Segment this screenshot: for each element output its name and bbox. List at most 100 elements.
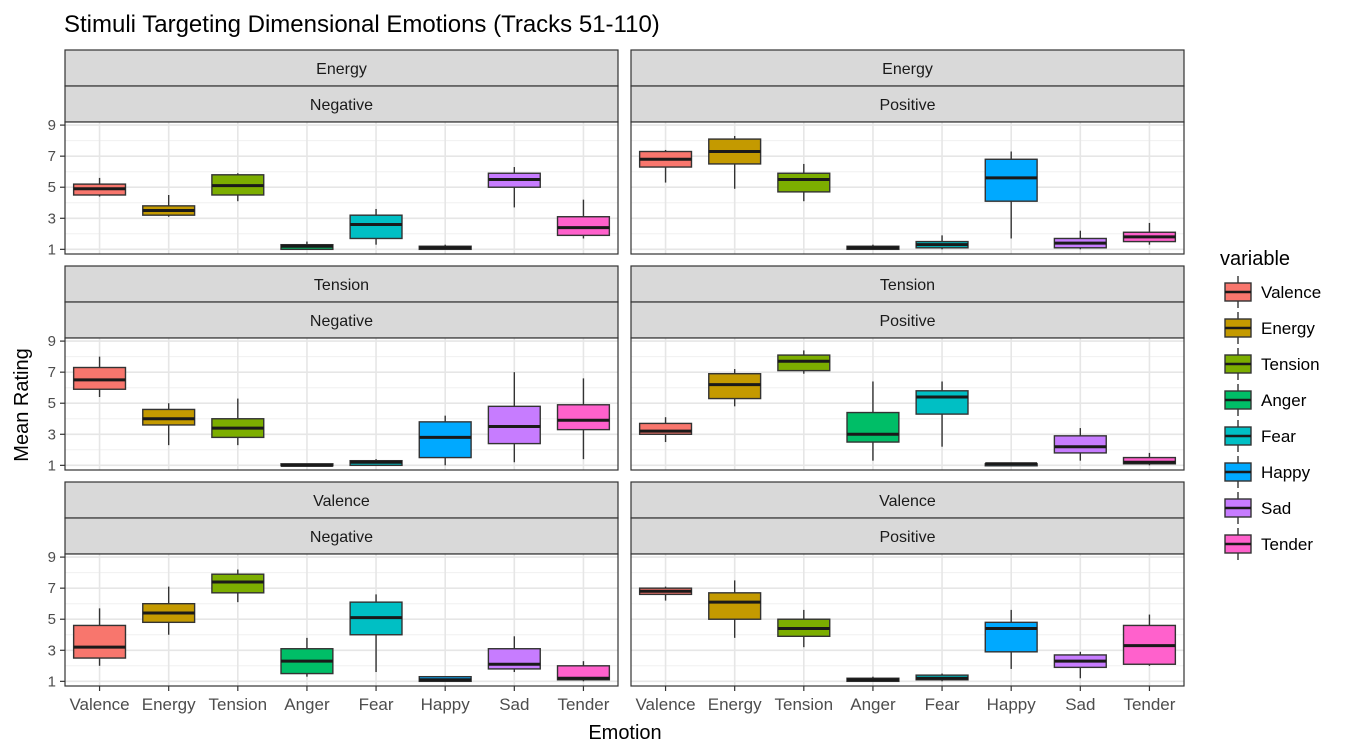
facet-panels: EnergyNegative13579EnergyPositiveTension… [48, 49, 1185, 714]
legend-label: Anger [1261, 391, 1307, 410]
legend-entry-happy: Happy [1224, 456, 1311, 488]
y-tick-label: 5 [48, 395, 56, 412]
box-energy [708, 135, 762, 189]
box-sad [487, 372, 541, 463]
box-iqr [72, 366, 127, 390]
box-iqr [1053, 435, 1107, 454]
box-iqr [556, 404, 611, 431]
box-iqr [487, 405, 541, 445]
box-happy [984, 151, 1038, 239]
box-energy [142, 194, 196, 217]
box-iqr [72, 624, 127, 659]
facet-strip-label: Negative [310, 313, 373, 330]
y-tick-label: 7 [48, 364, 56, 381]
facet-strip-label: Energy [882, 61, 933, 78]
x-tick-label: Sad [1065, 695, 1095, 714]
legend-label: Fear [1261, 427, 1296, 446]
x-tick-label: Happy [421, 695, 471, 714]
box-sad [1053, 428, 1107, 461]
legend: variable Valence Energy Tension Anger Fear Ha… [1220, 248, 1321, 560]
box-anger [846, 676, 900, 683]
facet-strip-label: Negative [310, 97, 373, 114]
facet-strip-label: Positive [879, 529, 935, 546]
facet-strip-label: Tension [880, 277, 935, 294]
facet-strip [630, 301, 1185, 339]
box-happy [418, 244, 472, 251]
x-tick-label: Energy [142, 695, 196, 714]
legend-entry-tension: Tension [1224, 348, 1320, 380]
facet-panel-energy-positive: Energy Positive [630, 49, 1185, 255]
legend-entry-sad: Sad [1224, 492, 1291, 524]
box-valence [72, 356, 127, 398]
box-valence [72, 177, 127, 197]
box-iqr [638, 422, 693, 435]
box-fear [349, 594, 403, 673]
box-sad [1053, 651, 1107, 679]
box-valence [638, 149, 693, 183]
x-tick-label: Happy [987, 695, 1037, 714]
facet-strip [630, 517, 1185, 555]
box-happy [418, 675, 472, 683]
facet-panel-valence-positive: Valence Positive Valence Energy Tension Anger… [630, 481, 1185, 714]
y-tick-label: 7 [48, 148, 56, 165]
panel-border [630, 337, 1185, 471]
box-tender [556, 199, 611, 239]
x-tick-label: Energy [708, 695, 762, 714]
box-valence [638, 586, 693, 601]
box-tension [211, 173, 265, 202]
box-anger [280, 241, 334, 251]
legend-label: Tender [1261, 535, 1313, 554]
legend-entry-fear: Fear [1224, 420, 1296, 452]
box-tension [211, 398, 265, 446]
box-iqr [777, 354, 831, 372]
box-energy [142, 586, 196, 635]
y-tick-label: 9 [48, 333, 56, 350]
x-tick-label: Tender [1123, 695, 1175, 714]
box-sad [487, 636, 541, 673]
y-tick-label: 7 [48, 580, 56, 597]
facet-strip-label: Positive [879, 313, 935, 330]
y-tick-label: 5 [48, 611, 56, 628]
x-tick-label: Fear [359, 695, 394, 714]
box-sad [1053, 230, 1107, 250]
facet-strip-label: Negative [310, 529, 373, 546]
legend-label: Happy [1261, 463, 1311, 482]
box-tension [777, 350, 831, 374]
box-tender [556, 661, 611, 682]
facet-strip [64, 481, 619, 519]
box-iqr [915, 390, 969, 415]
x-tick-label: Valence [635, 695, 695, 714]
box-energy [708, 369, 762, 407]
legend-label: Energy [1261, 319, 1315, 338]
box-iqr [142, 408, 196, 426]
y-tick-label: 5 [48, 179, 56, 196]
box-valence [72, 608, 127, 666]
box-iqr [556, 216, 611, 237]
box-iqr [211, 573, 265, 594]
facet-strip-label: Energy [316, 61, 367, 78]
box-happy [984, 462, 1038, 467]
x-axis-label: Emotion [588, 722, 661, 744]
box-energy [142, 403, 196, 446]
facet-panel-valence-negative: Valence Negative 1 3 5 7 9 Valence Energy Tension… [48, 481, 619, 714]
x-tick-label: Tension [209, 695, 268, 714]
facet-strip-label: Positive [879, 97, 935, 114]
box-tender [1122, 222, 1177, 245]
box-sad [487, 167, 541, 208]
legend-entry-anger: Anger [1224, 384, 1307, 416]
x-tick-label: Fear [925, 695, 960, 714]
box-fear [349, 459, 403, 467]
box-tender [1122, 614, 1177, 666]
box-anger [846, 381, 900, 461]
x-tick-label: Valence [69, 695, 129, 714]
box-iqr [708, 592, 762, 620]
box-anger [280, 637, 334, 677]
facet-panel-energy-negative: Energy Negative 1 3 5 7 9 [48, 49, 619, 258]
facet-strip-label: Tension [314, 277, 369, 294]
facet-strip [630, 481, 1185, 519]
box-tension [211, 569, 265, 603]
facet-strip [630, 265, 1185, 303]
x-tick-label: Anger [284, 695, 330, 714]
box-iqr [708, 373, 762, 400]
